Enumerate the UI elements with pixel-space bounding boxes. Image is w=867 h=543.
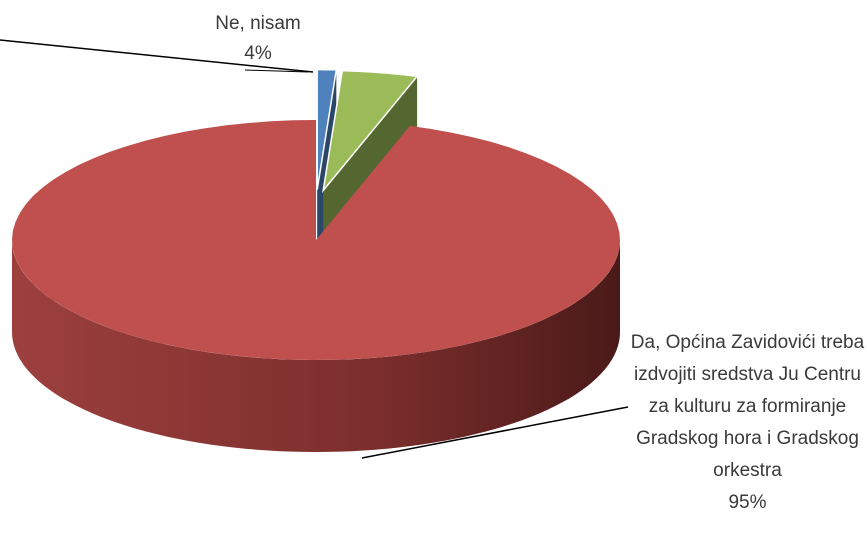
value-label: 4% [244,43,272,64]
leader-line [361,406,629,459]
slice [316,68,338,190]
slice [12,120,620,360]
category-label: Ne, nisam [215,13,301,34]
slice [322,69,419,194]
slice-label: Ne, nisam 4% [198,8,318,70]
leader-line [244,69,309,73]
category-label: Da, Općina Zavidovići treba izdvojiti sr… [630,332,865,481]
leader-line [0,39,314,73]
value-label: 95% [728,492,767,513]
pie [12,68,620,452]
slice-label: Da, Općina Zavidovići treba izdvojiti sr… [625,327,867,519]
slice-side [12,240,620,452]
